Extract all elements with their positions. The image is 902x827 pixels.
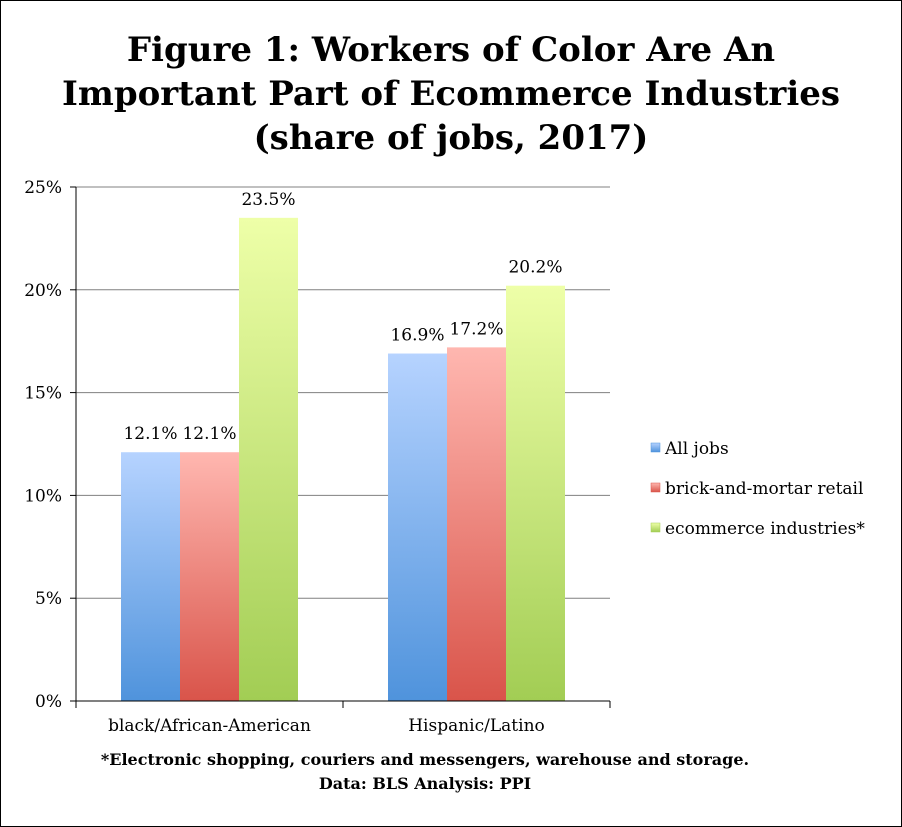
y-tick-label: 25% — [24, 178, 62, 198]
bar — [239, 217, 298, 701]
bar — [388, 353, 447, 701]
source-text: Data: BLS Analysis: PPI — [318, 774, 532, 793]
legend-label: ecommerce industries* — [665, 519, 865, 539]
axes: 0% 5% 10% 15% 20% 25% black/African-American Hi… — [24, 178, 611, 736]
legend-swatch — [650, 522, 661, 533]
legend-label: brick-and-mortar retail — [665, 479, 863, 499]
bars — [121, 217, 565, 701]
data-label: 16.9% — [390, 326, 444, 346]
chart-title: Figure 1: Workers of Color Are An Import… — [0, 28, 902, 160]
data-label: 20.2% — [508, 258, 562, 278]
bar — [447, 347, 506, 701]
data-label: 12.1% — [182, 424, 236, 444]
data-labels: 12.1% 12.1% 23.5% 16.9% 17.2% 20.2% — [123, 190, 562, 444]
data-label: 23.5% — [241, 190, 295, 210]
legend: All jobs brick-and-mortar retail ecommerce… — [650, 439, 865, 539]
legend-swatch — [650, 482, 661, 493]
bar — [121, 452, 180, 701]
y-tick-label: 0% — [35, 692, 62, 712]
y-tick-label: 15% — [24, 384, 62, 404]
bar — [180, 452, 239, 701]
legend-label: All jobs — [664, 439, 729, 459]
bar — [506, 285, 565, 701]
category-label: black/African-American — [108, 716, 311, 736]
data-label: 12.1% — [123, 424, 177, 444]
legend-swatch — [650, 442, 661, 453]
chart-title-line-2: Important Part of Ecommerce Industries — [61, 74, 841, 114]
chart-title-line-3: (share of jobs, 2017) — [253, 118, 649, 158]
category-label: Hispanic/Latino — [408, 716, 545, 736]
y-tick-label: 5% — [35, 589, 62, 609]
footnote-text: *Electronic shopping, couriers and messe… — [100, 750, 750, 769]
y-tick-label: 10% — [24, 486, 62, 506]
chart-title-line-1: Figure 1: Workers of Color Are An — [126, 30, 776, 70]
data-label: 17.2% — [449, 319, 503, 339]
y-tick-label: 20% — [24, 281, 62, 301]
